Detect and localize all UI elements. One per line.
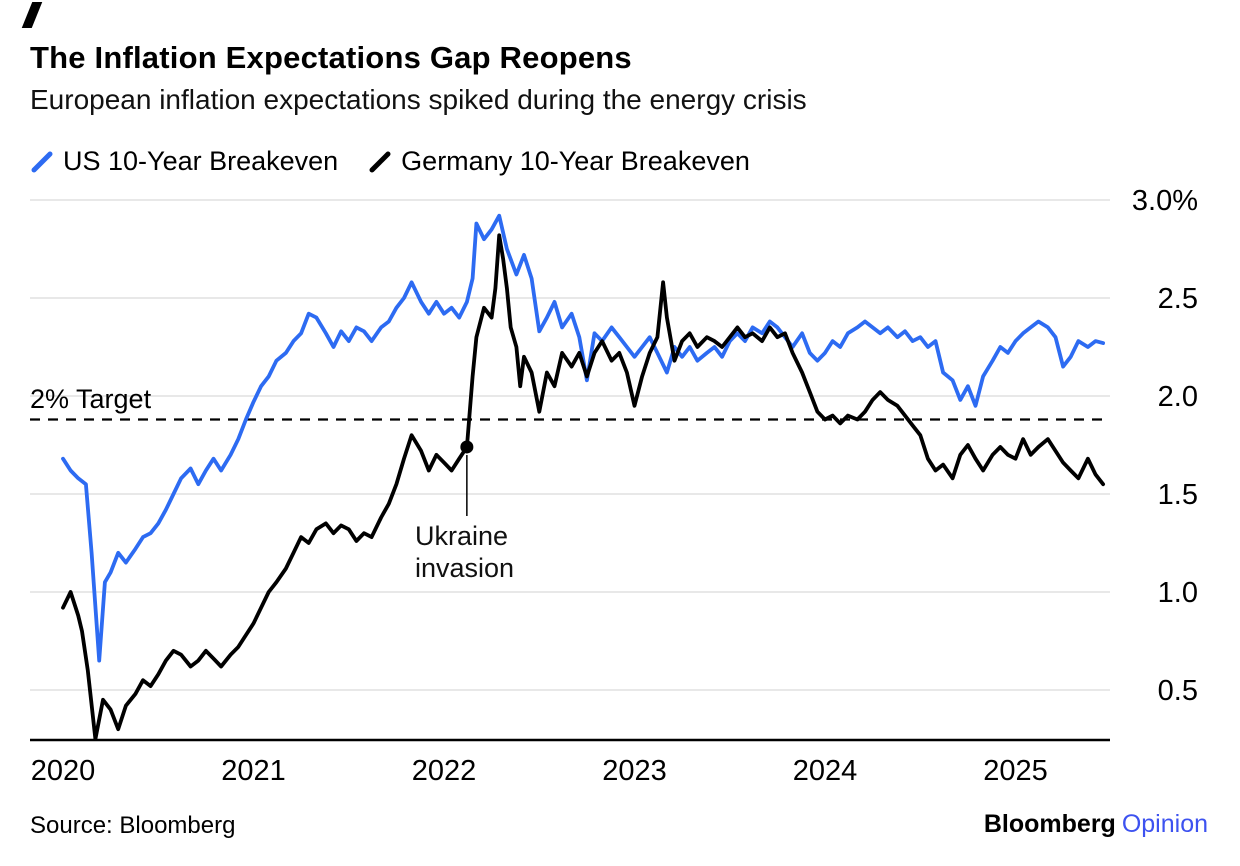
bloomberg-wordmark: Bloomberg xyxy=(983,810,1116,838)
x-axis-tick-label: 2023 xyxy=(602,755,667,787)
us-breakeven-line xyxy=(61,213,1105,663)
y-axis-tick-label: 3.0% xyxy=(1132,185,1198,217)
legend: US 10-Year Breakeven Germany 10-Year Bre… xyxy=(30,146,750,177)
y-axis-tick-label: 0.5 xyxy=(1158,675,1198,707)
bloomberg-opinion-logo: Bloomberg Opinion xyxy=(984,810,1208,839)
x-axis-tick-label: 2020 xyxy=(31,755,96,787)
legend-item-germany: Germany 10-Year Breakeven xyxy=(368,146,750,177)
chart-subtitle: European inflation expectations spiked d… xyxy=(30,84,807,115)
germany-breakeven-line xyxy=(61,233,1105,741)
y-axis-tick-label: 2.5 xyxy=(1158,283,1198,315)
x-axis-tick-label: 2024 xyxy=(793,755,858,787)
event-annotation-label: Ukraine invasion xyxy=(415,521,515,583)
x-axis-tick-label: 2021 xyxy=(221,755,286,787)
opinion-wordmark: Opinion xyxy=(1121,810,1208,838)
legend-item-us: US 10-Year Breakeven xyxy=(30,146,338,177)
us-series-slash-icon xyxy=(31,151,53,172)
source-attribution: Source: Bloomberg xyxy=(30,812,236,839)
chart-title: The Inflation Expectations Gap Reopens xyxy=(30,40,632,75)
target-line-label: 2% Target xyxy=(30,384,152,414)
legend-label-germany: Germany 10-Year Breakeven xyxy=(401,146,750,176)
y-axis-tick-label: 1.5 xyxy=(1158,479,1198,511)
germany-series-slash-icon xyxy=(369,151,391,172)
y-axis-tick-label: 2.0 xyxy=(1158,381,1198,413)
x-axis-tick-label: 2022 xyxy=(412,755,477,787)
y-axis-tick-label: 1.0 xyxy=(1158,577,1198,609)
x-axis-tick-label: 2025 xyxy=(983,755,1048,787)
legend-label-us: US 10-Year Breakeven xyxy=(63,146,339,176)
event-marker-dot xyxy=(460,440,474,454)
